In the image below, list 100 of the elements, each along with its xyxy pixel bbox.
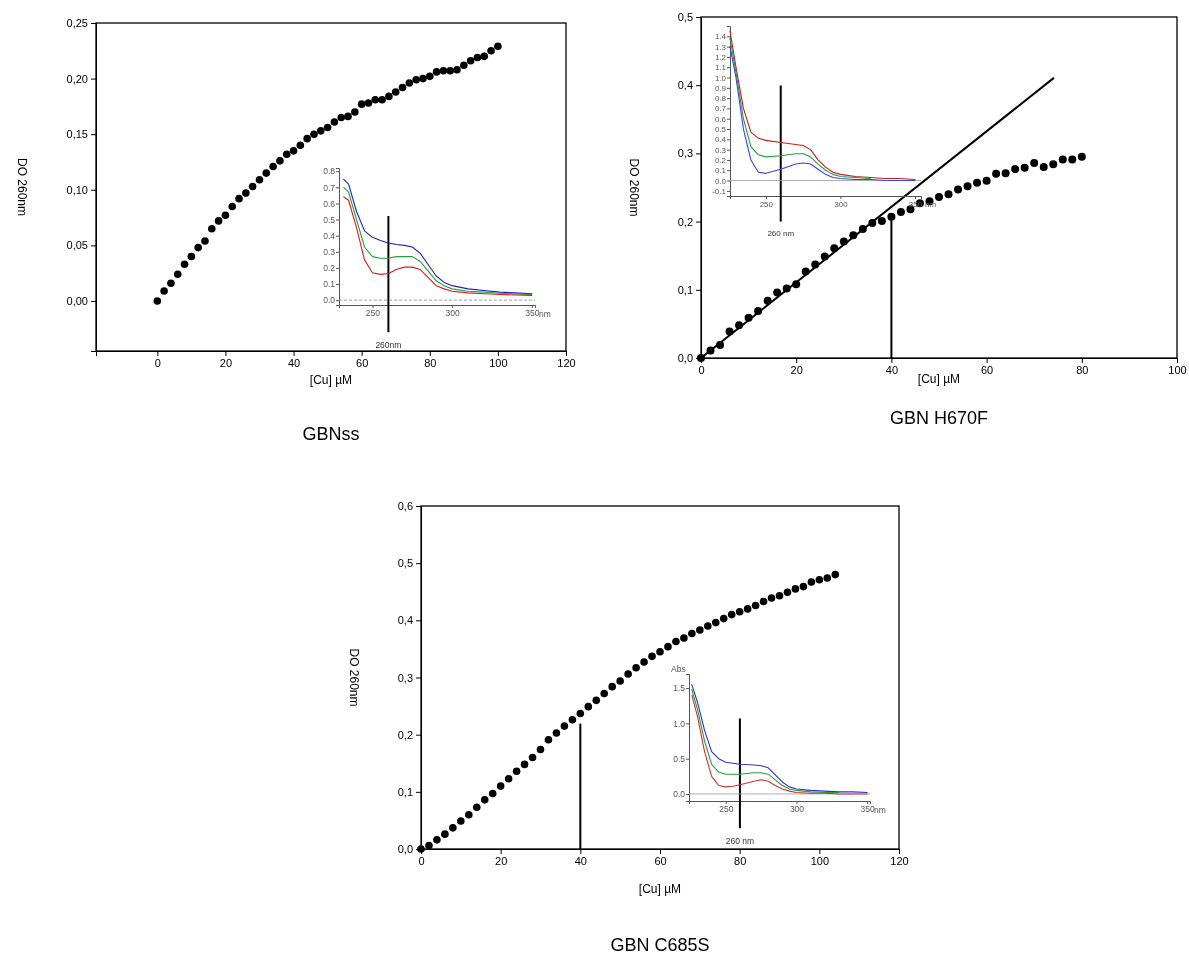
- y-tick-label: 0,3: [397, 671, 413, 684]
- point: [672, 637, 680, 646]
- point: [303, 134, 311, 143]
- y-tick-label: 0.3: [323, 247, 336, 258]
- point: [496, 782, 505, 790]
- point: [680, 634, 688, 642]
- point: [792, 280, 801, 289]
- point: [391, 88, 400, 96]
- point: [616, 677, 624, 685]
- point: [624, 670, 632, 678]
- y-tick-label: 0,2: [397, 728, 413, 741]
- point: [480, 52, 489, 61]
- point: [425, 72, 434, 81]
- point: [487, 47, 495, 55]
- point: [310, 130, 318, 138]
- point: [782, 284, 791, 293]
- x-tick-label: 80: [734, 854, 747, 867]
- point: [289, 147, 298, 155]
- y-tick-label: 0.5: [673, 753, 686, 764]
- point: [296, 141, 305, 150]
- y-tick-label: 0.7: [323, 182, 336, 193]
- point: [412, 75, 420, 84]
- x-axis-title: nm: [539, 308, 551, 319]
- y-axis-title: DO 260nm: [627, 158, 641, 217]
- point: [830, 244, 839, 253]
- x-tick-label: 120: [557, 356, 576, 369]
- y-tick-label: 0,2: [677, 215, 693, 228]
- point: [269, 162, 277, 171]
- point: [446, 67, 454, 75]
- line-series: [691, 688, 840, 794]
- x-tick-label: 350: [525, 308, 540, 319]
- point: [887, 212, 896, 221]
- point: [398, 83, 407, 92]
- point: [472, 803, 481, 812]
- point: [316, 127, 325, 135]
- point: [775, 591, 784, 600]
- point: [255, 175, 264, 184]
- x-tick-label: 60: [356, 356, 369, 369]
- point: [743, 605, 752, 613]
- point: [187, 252, 196, 261]
- y-tick-label: 1.4: [714, 32, 727, 42]
- point: [453, 65, 461, 74]
- y-tick-label: 1.3: [714, 42, 727, 52]
- point: [754, 306, 763, 315]
- point: [385, 92, 393, 101]
- x-tick-label: 40: [574, 854, 587, 867]
- y-tick-label: 1.2: [714, 52, 727, 62]
- x-axis-title: [Cu] µM: [638, 882, 682, 896]
- y-tick-label: 0,1: [677, 283, 693, 296]
- point: [799, 582, 808, 591]
- point: [194, 243, 202, 252]
- point: [735, 321, 744, 330]
- point: [357, 100, 366, 108]
- point: [608, 682, 616, 691]
- point: [576, 709, 585, 718]
- x-tick-label: 300: [834, 199, 849, 209]
- point: [648, 652, 656, 661]
- x-tick-label: 40: [287, 356, 301, 369]
- point: [504, 774, 513, 783]
- point: [751, 601, 760, 610]
- text: GBN C685S: [610, 935, 710, 955]
- point: [877, 216, 886, 225]
- y-tick-label: 0.0: [323, 295, 336, 306]
- y-tick-label: 0,25: [66, 17, 88, 30]
- point: [1020, 163, 1029, 172]
- y-tick-label: 0,00: [66, 294, 88, 307]
- y-tick-label: 0.7: [714, 104, 727, 114]
- point: [160, 287, 168, 295]
- x-tick-label: 40: [885, 363, 899, 376]
- y-tick-label: -0.1: [712, 186, 727, 196]
- point: [696, 626, 704, 634]
- point: [494, 42, 502, 51]
- y-tick-label: 0.6: [323, 198, 336, 209]
- ref-line-label: 260 nm: [725, 835, 755, 846]
- x-tick-label: 0: [698, 363, 705, 376]
- point: [727, 610, 736, 619]
- x-tick-label: 0: [154, 356, 161, 369]
- point: [262, 169, 271, 177]
- point: [337, 113, 346, 122]
- point: [323, 123, 332, 132]
- point: [536, 745, 545, 754]
- y-tick-label: 0.0: [714, 176, 727, 186]
- x-tick-label: 60: [980, 363, 994, 376]
- x-tick-label: 250: [365, 308, 381, 319]
- point: [512, 767, 521, 776]
- point: [1030, 158, 1039, 167]
- point: [208, 224, 216, 233]
- point: [276, 157, 284, 165]
- point: [248, 182, 257, 191]
- x-tick-label: 100: [810, 854, 830, 867]
- y-tick-label: 0,15: [66, 128, 88, 141]
- point: [221, 211, 230, 220]
- point: [744, 313, 753, 322]
- y-tick-label: 0.0: [673, 789, 686, 800]
- point: [466, 57, 475, 65]
- point: [457, 817, 465, 825]
- point: [419, 74, 427, 83]
- point: [449, 824, 457, 832]
- x-tick-label: 20: [219, 356, 233, 369]
- point: [849, 231, 858, 240]
